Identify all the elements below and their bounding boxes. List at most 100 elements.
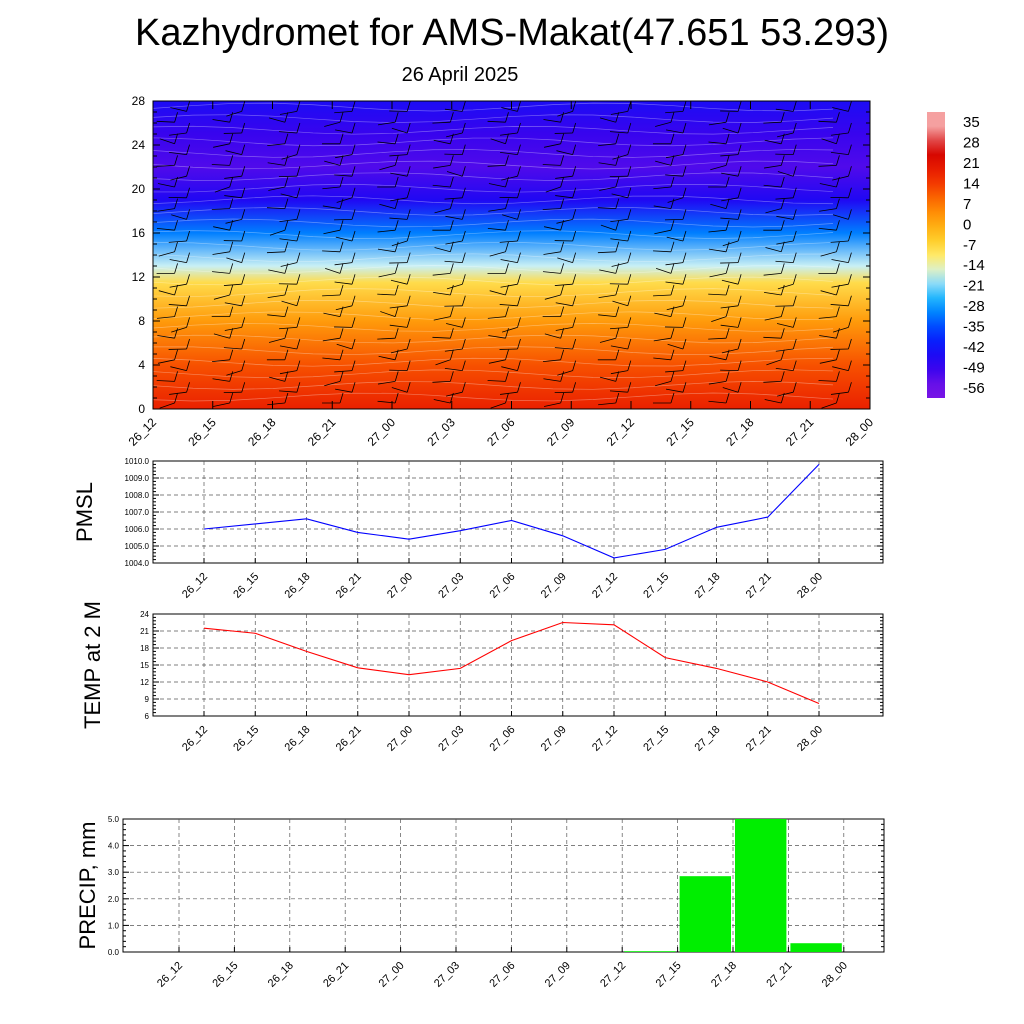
- wind-barb-flag: [461, 122, 466, 134]
- wind-barb-flag: [560, 328, 565, 339]
- wind-barb-flag: [572, 295, 577, 306]
- wind-barb: [279, 131, 297, 134]
- wind-barb-flag: [627, 360, 632, 371]
- wind-barb: [156, 120, 175, 123]
- wind-barb-flag: [229, 306, 234, 317]
- pmsl-panel: 1004.0 1005.0 1006.0 1007.0 1008.0 1009.0 1010…: [72, 457, 884, 601]
- wind-barb-flag: [351, 101, 356, 112]
- wind-barb: [212, 271, 230, 274]
- wind-barb: [444, 260, 463, 263]
- wind-barb-flag: [792, 101, 797, 112]
- wind-barb: [377, 229, 396, 233]
- x-tick-label: 27_03: [432, 960, 462, 990]
- wind-barb-flag: [174, 371, 178, 382]
- wind-barb: [487, 380, 506, 382]
- wind-barb: [709, 355, 727, 361]
- wind-barb-flag: [615, 198, 620, 209]
- wind-barb: [721, 197, 739, 202]
- wind-barb: [223, 347, 242, 350]
- wind-barb: [390, 197, 408, 202]
- wind-barb-flag: [461, 252, 466, 263]
- wind-barb: [213, 143, 230, 148]
- wind-barb-flag: [615, 328, 620, 339]
- wind-barb: [776, 391, 794, 397]
- wind-barb: [554, 347, 573, 350]
- wind-barb-flag: [351, 209, 356, 220]
- wind-barb-flag: [627, 230, 632, 242]
- wind-barb-flag: [627, 317, 632, 328]
- wind-barb-flag: [848, 252, 852, 263]
- wind-barb: [610, 345, 628, 350]
- wind-barb: [335, 129, 353, 134]
- wind-barb: [489, 290, 506, 296]
- wind-barb: [832, 214, 849, 220]
- wind-barb: [156, 165, 175, 167]
- wind-barb: [776, 240, 794, 245]
- wind-barb-flag: [406, 209, 411, 220]
- wind-barb-flag: [394, 328, 399, 339]
- wind-barb-flag: [725, 112, 730, 123]
- y-tick-label: 2.0: [108, 895, 120, 904]
- contour-line: [153, 323, 834, 332]
- contour-line: [153, 207, 834, 216]
- wind-barb: [543, 143, 561, 148]
- wind-barb-flag: [241, 122, 246, 134]
- wind-barb-flag: [339, 241, 344, 252]
- wind-barb-flag: [449, 371, 454, 382]
- wind-barb-flag: [560, 263, 565, 274]
- wind-barb-flag: [792, 187, 797, 198]
- wind-barb-flag: [682, 101, 687, 112]
- wind-barb-flag: [792, 274, 797, 285]
- wind-barb: [830, 304, 849, 307]
- wind-barb-flag: [461, 317, 466, 328]
- x-tick-label: 26_12: [126, 415, 160, 449]
- wind-barb: [653, 250, 671, 253]
- precip-bar: [679, 876, 731, 952]
- wind-barb: [708, 141, 727, 145]
- wind-barb: [609, 327, 628, 330]
- wind-barb-flag: [505, 133, 509, 144]
- wind-barb-flag: [394, 371, 399, 382]
- wind-barb: [499, 304, 518, 307]
- wind-barb: [323, 229, 341, 235]
- wind-barb: [281, 300, 298, 307]
- wind-barb-flag: [737, 144, 742, 155]
- wind-barb-flag: [682, 122, 687, 134]
- wind-barb-flag: [296, 187, 301, 198]
- wind-barb-flag: [449, 176, 454, 188]
- wind-barb: [654, 229, 672, 235]
- wind-barb-flag: [627, 122, 632, 134]
- wind-barb-flag: [339, 349, 344, 360]
- x-tick-label: 27_15: [654, 960, 684, 990]
- wind-barb-flag: [560, 155, 565, 166]
- wind-barb-flag: [284, 241, 289, 252]
- wind-barb: [224, 175, 242, 179]
- wind-barb: [380, 311, 396, 317]
- wind-barb: [279, 327, 297, 330]
- colorbar-label: 35: [963, 114, 980, 131]
- wind-barb-flag: [572, 382, 577, 393]
- wind-barb: [267, 314, 285, 317]
- wind-barb-flag: [737, 317, 742, 328]
- wind-barb: [433, 399, 451, 404]
- x-tick-label: 27_12: [590, 571, 620, 601]
- wind-barb: [818, 120, 837, 123]
- x-tick-label: 27_09: [539, 571, 569, 601]
- wind-barb: [212, 378, 230, 382]
- wind-barb-flag: [848, 209, 852, 220]
- wind-barb-flag: [627, 144, 632, 155]
- wind-barb: [226, 257, 242, 263]
- wind-barb: [765, 247, 782, 253]
- wind-barb: [391, 387, 408, 393]
- wind-barb-flag: [725, 198, 730, 209]
- wind-barb-flag: [186, 144, 190, 155]
- wind-barb-flag: [241, 252, 246, 263]
- wind-barb-flag: [351, 187, 356, 198]
- wind-barb-flag: [505, 112, 509, 123]
- wind-barb-flag: [780, 263, 785, 274]
- wind-barb-flag: [682, 187, 687, 198]
- contour-line: [153, 137, 834, 147]
- wind-barb: [600, 224, 616, 231]
- wind-barb-flag: [572, 338, 577, 350]
- wind-barb-flag: [461, 295, 466, 306]
